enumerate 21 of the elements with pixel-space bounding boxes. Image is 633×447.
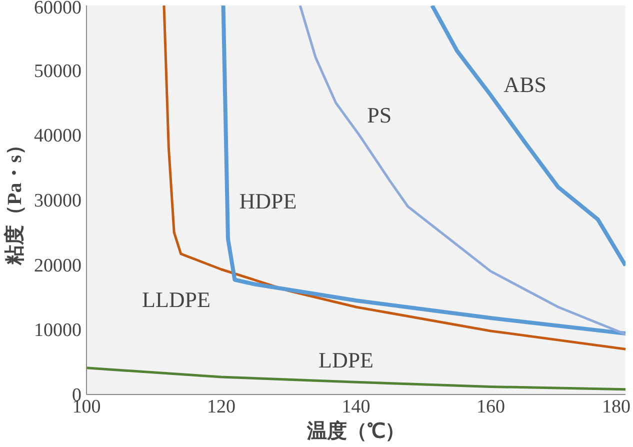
y-tick-label: 20000 bbox=[34, 255, 82, 276]
series-label: LDPE bbox=[318, 348, 374, 373]
series-label: PS bbox=[367, 102, 392, 128]
y-tick-label: 40000 bbox=[34, 126, 82, 147]
series-label: HDPE bbox=[239, 188, 297, 214]
y-tick-label: 30000 bbox=[34, 190, 82, 212]
x-axis-title: 温度（℃） bbox=[306, 420, 405, 442]
x-tick-label: 160 bbox=[476, 396, 505, 418]
y-tick-label: 60000 bbox=[34, 0, 82, 18]
line-series bbox=[298, 6, 626, 336]
x-tick-label: 180 bbox=[602, 396, 630, 418]
line-series bbox=[221, 6, 626, 336]
y-axis-title: 粘度（Pa・s） bbox=[3, 135, 26, 266]
x-tick-label: 120 bbox=[207, 396, 236, 418]
x-tick-label: 140 bbox=[342, 396, 370, 418]
series-label: ABS bbox=[504, 72, 546, 97]
line-series bbox=[430, 6, 626, 268]
series-label: LLDPE bbox=[142, 286, 210, 312]
y-tick-label: 50000 bbox=[34, 60, 82, 82]
y-tick-label: 10000 bbox=[34, 320, 82, 342]
line-series bbox=[86, 366, 626, 391]
